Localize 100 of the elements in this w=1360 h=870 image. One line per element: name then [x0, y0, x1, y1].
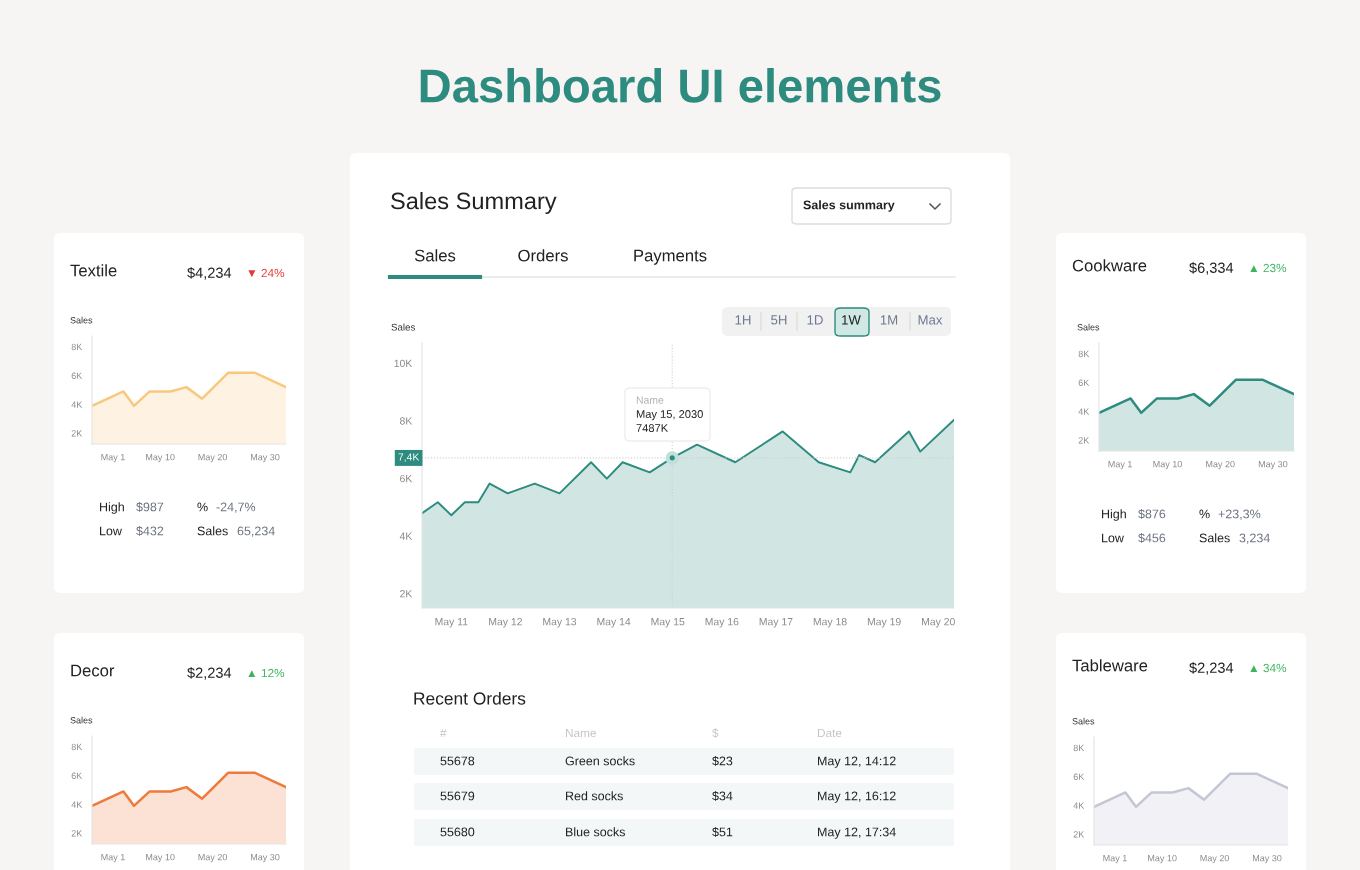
text: 55680: [440, 827, 475, 837]
x-tick-label: May 18: [813, 618, 847, 628]
text: $432: [136, 525, 164, 537]
chart-title: Tableware: [1072, 659, 1148, 672]
x-tick-label: May 20: [1206, 460, 1235, 470]
text: Dashboard UI elements: [420, 67, 941, 103]
text: $51: [712, 826, 733, 838]
y-tick-label: 8K: [1073, 744, 1085, 752]
text: Max: [918, 315, 943, 325]
chart-title: Cookware: [1072, 259, 1147, 272]
x-tick-label: May 10: [146, 853, 175, 863]
annotation: 7487K: [636, 424, 668, 432]
y-tick-label: 6K: [1073, 773, 1085, 780]
y-tick-label: 4K: [1078, 408, 1090, 415]
x-tick-label: May 10: [146, 453, 175, 463]
y-tick-label: 8K: [399, 417, 413, 425]
y-tick-label: 4K: [71, 401, 83, 408]
x-tick-label: May 15: [651, 618, 685, 628]
text: Low: [1102, 533, 1124, 543]
annotation: Name: [636, 396, 664, 404]
x-tick-label: May 14: [597, 618, 631, 628]
text: 1D: [807, 315, 823, 325]
text: ▲ 12%: [248, 668, 285, 678]
ref-line-label: 7,4K: [398, 453, 420, 462]
text: Payments: [634, 249, 707, 265]
x-tick-label: May 30: [250, 853, 280, 863]
x-tick-label: May 10: [1148, 854, 1177, 864]
text: 5H: [771, 315, 787, 325]
y-tick-label: 10K: [394, 359, 413, 368]
text: Date: [817, 728, 842, 738]
text: 65,234: [237, 526, 275, 537]
text: +23,3%: [1218, 509, 1261, 520]
text: 1M: [880, 315, 898, 325]
y-axis-title: Sales: [1072, 717, 1095, 725]
x-tick-label: May 19: [867, 618, 901, 628]
text: $2,234: [187, 666, 232, 680]
x-tick-label: May 30: [1258, 460, 1288, 470]
text: $6,334: [1189, 261, 1234, 275]
text: Orders: [518, 249, 568, 262]
text: Blue socks: [566, 827, 625, 837]
text: May 12, 14:12: [818, 756, 896, 768]
x-tick-label: May 20: [922, 618, 955, 628]
x-tick-label: May 13: [543, 618, 577, 628]
text: High: [100, 502, 124, 514]
text: ▲ 34%: [1250, 663, 1287, 673]
y-tick-label: 6K: [71, 372, 83, 379]
text: Recent Orders: [414, 691, 526, 705]
text: Sales: [414, 249, 456, 262]
text: High: [1102, 509, 1126, 521]
y-tick-label: 4K: [71, 801, 83, 808]
y-tick-label: 2K: [71, 430, 83, 437]
x-tick-label: May 10: [1153, 460, 1182, 470]
y-axis-title: Sales: [70, 316, 93, 324]
x-tick-label: May 1: [1103, 855, 1127, 864]
text: Green socks: [565, 756, 635, 766]
x-tick-label: May 1: [101, 454, 125, 463]
x-tick-label: May 11: [435, 618, 468, 628]
chart-title: Textile: [70, 264, 117, 277]
text: 55679: [440, 791, 475, 801]
y-tick-label: 8K: [1078, 350, 1090, 358]
text: %: [1199, 509, 1210, 519]
y-tick-label: 8K: [71, 743, 83, 751]
text: $876: [1138, 508, 1166, 520]
y-tick-label: 6K: [71, 772, 83, 779]
text: $2,234: [1189, 661, 1234, 675]
text: 1H: [735, 315, 751, 325]
x-tick-label: May 20: [198, 453, 228, 463]
x-tick-label: May 1: [101, 854, 125, 863]
text: May 12, 16:12: [818, 791, 896, 803]
y-axis-title: Sales: [1077, 323, 1100, 331]
x-tick-label: May 20: [1200, 854, 1230, 864]
text: Red socks: [566, 791, 623, 801]
text: -24,7%: [216, 502, 256, 513]
y-tick-label: 2K: [71, 830, 83, 837]
text: Name: [565, 728, 596, 738]
y-axis-title: Sales: [391, 323, 415, 331]
text: 55678: [440, 756, 475, 766]
text: $23: [712, 755, 733, 767]
text: $4,234: [187, 266, 232, 280]
text: $987: [136, 501, 164, 513]
y-tick-label: 8K: [71, 343, 83, 351]
annotation: May 15, 2030: [636, 410, 703, 421]
text: Sales: [197, 526, 228, 536]
text: ▲ 23%: [1250, 263, 1287, 273]
text: Sales summary: [803, 200, 895, 212]
text: May 12, 17:34: [818, 827, 896, 839]
text: ▼ 24%: [248, 268, 285, 278]
chart-title: Decor: [71, 664, 115, 677]
y-tick-label: 6K: [400, 474, 413, 483]
y-tick-label: 6K: [1078, 379, 1090, 386]
y-tick-label: 2K: [1073, 831, 1085, 838]
text: #: [440, 728, 447, 738]
text: $34: [712, 790, 733, 802]
text: 1W: [842, 315, 861, 325]
x-tick-label: May 30: [1252, 854, 1282, 864]
x-tick-label: May 20: [198, 853, 228, 863]
chart-title: Sales Summary: [391, 191, 557, 214]
text: %: [197, 502, 208, 512]
text: Sales: [1199, 533, 1230, 543]
y-axis-title: Sales: [70, 716, 93, 724]
